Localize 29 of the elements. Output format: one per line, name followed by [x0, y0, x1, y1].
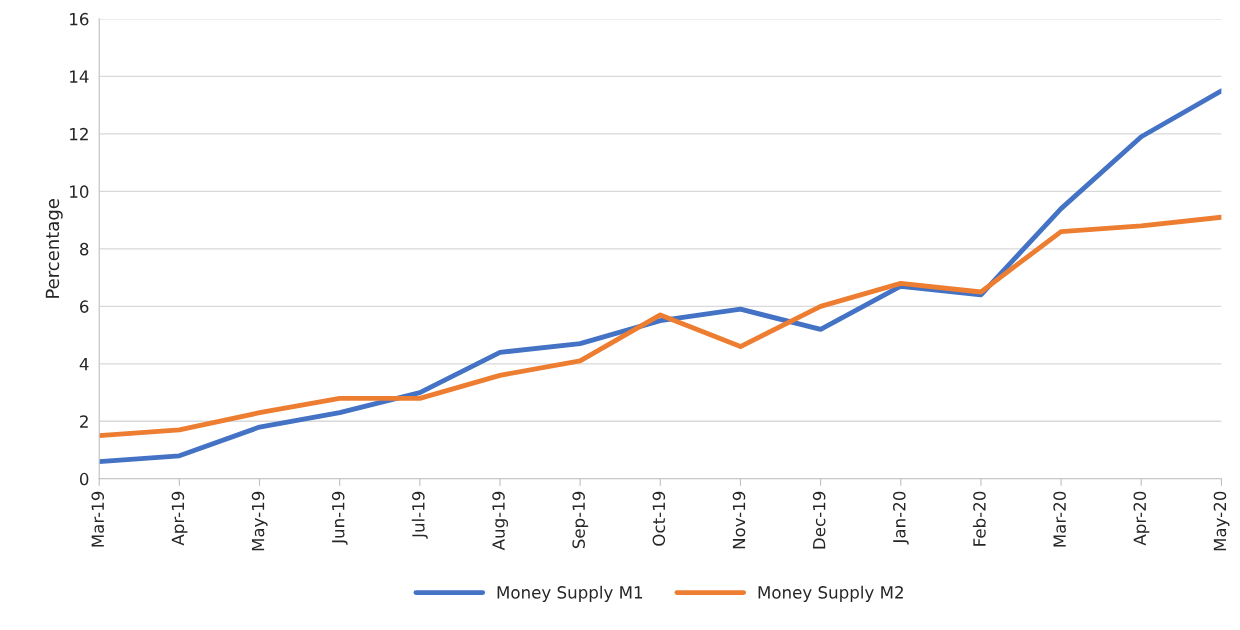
- x-tick-label: Apr-20: [1133, 491, 1150, 546]
- x-tick-label: Sep-19: [572, 491, 589, 549]
- y-tick-label: 4: [79, 358, 89, 371]
- x-tick-label: Mar-19: [91, 491, 105, 547]
- x-tick-label: May-20: [1213, 491, 1230, 551]
- x-tick-label: May-19: [251, 491, 268, 551]
- line-series: [99, 214, 1222, 439]
- y-tick-label: 8: [80, 242, 89, 256]
- y-tick-label: 16: [70, 12, 89, 26]
- x-tick-label: Aug-19: [492, 491, 509, 551]
- x-tick-label: Apr-19: [171, 491, 188, 546]
- x-tick-label: Dec-19: [812, 491, 826, 549]
- line-series: [99, 88, 1222, 464]
- x-tick-label: Mar-20: [1053, 491, 1066, 547]
- legend-label: Money Supply M2: [758, 585, 903, 602]
- x-tick-label: Jul-19: [411, 491, 428, 539]
- y-axis-title: Percentage: [45, 199, 63, 298]
- x-tick-label: Jun-19: [331, 491, 348, 545]
- x-tick-label: Jan-20: [893, 491, 909, 545]
- y-tick-label: 2: [80, 415, 88, 428]
- x-tick-label: Feb-20: [972, 491, 986, 546]
- legend-label: Money Supply M1: [497, 585, 643, 602]
- y-tick-label: 0: [79, 472, 89, 486]
- y-tick-label: 14: [70, 70, 89, 83]
- y-tick-label: 10: [70, 185, 89, 198]
- y-tick-label: 12: [70, 127, 88, 141]
- x-tick-label: Oct-19: [652, 491, 666, 546]
- x-tick-label: Nov-19: [732, 491, 746, 549]
- y-tick-label: 6: [80, 300, 89, 313]
